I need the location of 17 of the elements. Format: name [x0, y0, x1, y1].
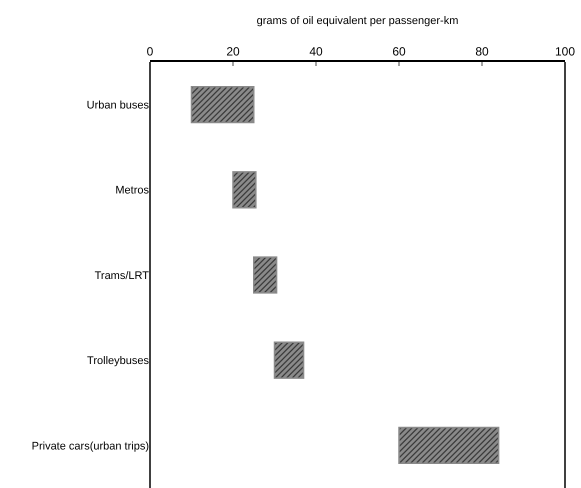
y-tick-label: Trams/LRT — [94, 270, 150, 282]
y-tick-label: Urban buses — [86, 99, 150, 112]
x-tick-label: 20 — [226, 44, 240, 58]
x-axis-title: grams of oil equivalent per passenger-km — [256, 15, 458, 27]
bar — [398, 426, 500, 464]
bar — [232, 171, 257, 208]
x-tick-label: 40 — [309, 44, 323, 58]
y-tick-label: Private cars(urban trips) — [32, 440, 149, 452]
x-tick-label: 0 — [146, 44, 154, 58]
bar — [253, 256, 278, 294]
x-tick-label: 100 — [554, 44, 576, 58]
bar — [274, 342, 304, 379]
y-tick-label: Trolleybuses — [87, 355, 150, 368]
y-tick-label: Metros — [115, 184, 150, 197]
x-tick-label: 60 — [392, 44, 406, 58]
x-tick-label: 80 — [475, 44, 489, 58]
bar — [190, 86, 254, 124]
